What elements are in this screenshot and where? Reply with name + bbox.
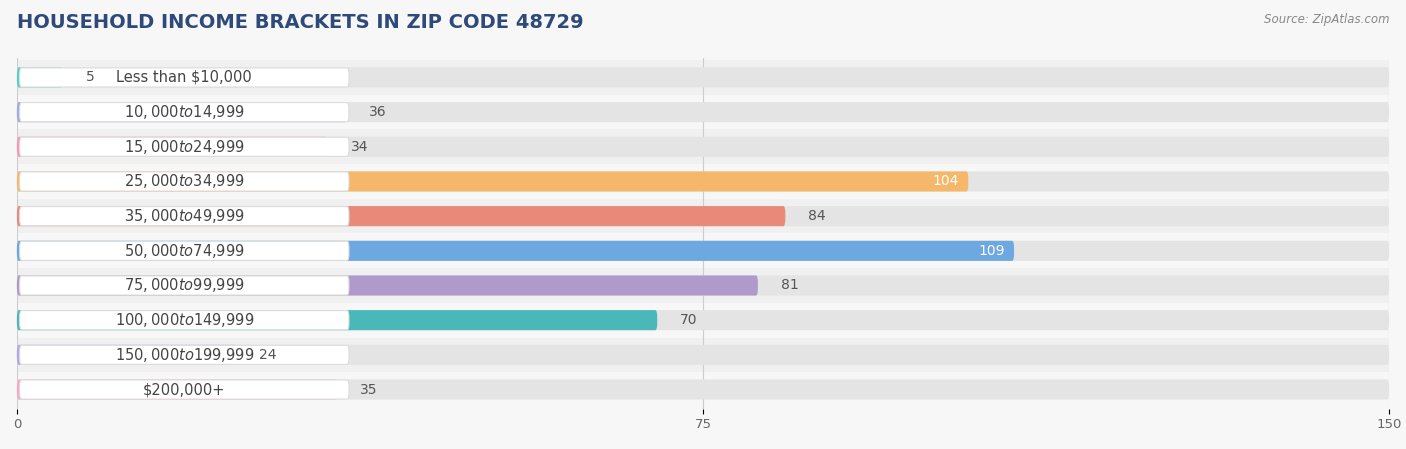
Text: 34: 34	[350, 140, 368, 154]
FancyBboxPatch shape	[20, 276, 349, 295]
FancyBboxPatch shape	[20, 241, 349, 260]
Text: $100,000 to $149,999: $100,000 to $149,999	[114, 311, 254, 329]
Text: $10,000 to $14,999: $10,000 to $14,999	[124, 103, 245, 121]
FancyBboxPatch shape	[17, 241, 1014, 261]
Text: 70: 70	[681, 313, 697, 327]
FancyBboxPatch shape	[17, 67, 1389, 88]
FancyBboxPatch shape	[17, 379, 337, 400]
Text: $150,000 to $199,999: $150,000 to $199,999	[114, 346, 254, 364]
Text: 84: 84	[808, 209, 825, 223]
Text: 36: 36	[370, 105, 387, 119]
FancyBboxPatch shape	[17, 310, 657, 330]
FancyBboxPatch shape	[17, 303, 1389, 338]
Text: 35: 35	[360, 383, 377, 396]
FancyBboxPatch shape	[17, 172, 1389, 192]
FancyBboxPatch shape	[17, 310, 1389, 330]
FancyBboxPatch shape	[17, 275, 758, 295]
FancyBboxPatch shape	[17, 345, 1389, 365]
Text: 24: 24	[259, 348, 277, 362]
FancyBboxPatch shape	[20, 311, 349, 330]
Text: $25,000 to $34,999: $25,000 to $34,999	[124, 172, 245, 190]
Text: $15,000 to $24,999: $15,000 to $24,999	[124, 138, 245, 156]
Text: Less than $10,000: Less than $10,000	[117, 70, 252, 85]
Text: Source: ZipAtlas.com: Source: ZipAtlas.com	[1264, 13, 1389, 26]
FancyBboxPatch shape	[17, 275, 1389, 295]
Text: 5: 5	[86, 70, 94, 84]
FancyBboxPatch shape	[20, 102, 349, 122]
FancyBboxPatch shape	[17, 372, 1389, 407]
FancyBboxPatch shape	[20, 137, 349, 156]
Text: $50,000 to $74,999: $50,000 to $74,999	[124, 242, 245, 260]
Text: 81: 81	[780, 278, 799, 292]
FancyBboxPatch shape	[17, 338, 1389, 372]
FancyBboxPatch shape	[17, 206, 1389, 226]
Text: $35,000 to $49,999: $35,000 to $49,999	[124, 207, 245, 225]
FancyBboxPatch shape	[17, 67, 63, 88]
FancyBboxPatch shape	[17, 199, 1389, 233]
FancyBboxPatch shape	[17, 102, 346, 122]
FancyBboxPatch shape	[17, 95, 1389, 129]
FancyBboxPatch shape	[17, 172, 969, 192]
FancyBboxPatch shape	[17, 206, 786, 226]
FancyBboxPatch shape	[17, 379, 1389, 400]
FancyBboxPatch shape	[17, 102, 1389, 122]
Text: $75,000 to $99,999: $75,000 to $99,999	[124, 277, 245, 295]
FancyBboxPatch shape	[17, 137, 328, 157]
Text: HOUSEHOLD INCOME BRACKETS IN ZIP CODE 48729: HOUSEHOLD INCOME BRACKETS IN ZIP CODE 48…	[17, 13, 583, 32]
Text: 109: 109	[979, 244, 1005, 258]
FancyBboxPatch shape	[17, 137, 1389, 157]
FancyBboxPatch shape	[17, 164, 1389, 199]
FancyBboxPatch shape	[17, 241, 1389, 261]
FancyBboxPatch shape	[17, 129, 1389, 164]
FancyBboxPatch shape	[20, 207, 349, 226]
FancyBboxPatch shape	[17, 233, 1389, 268]
FancyBboxPatch shape	[20, 345, 349, 365]
Text: 104: 104	[932, 175, 959, 189]
Text: $200,000+: $200,000+	[143, 382, 225, 397]
FancyBboxPatch shape	[17, 60, 1389, 95]
FancyBboxPatch shape	[17, 268, 1389, 303]
FancyBboxPatch shape	[17, 345, 236, 365]
FancyBboxPatch shape	[20, 68, 349, 87]
FancyBboxPatch shape	[20, 380, 349, 399]
FancyBboxPatch shape	[20, 172, 349, 191]
